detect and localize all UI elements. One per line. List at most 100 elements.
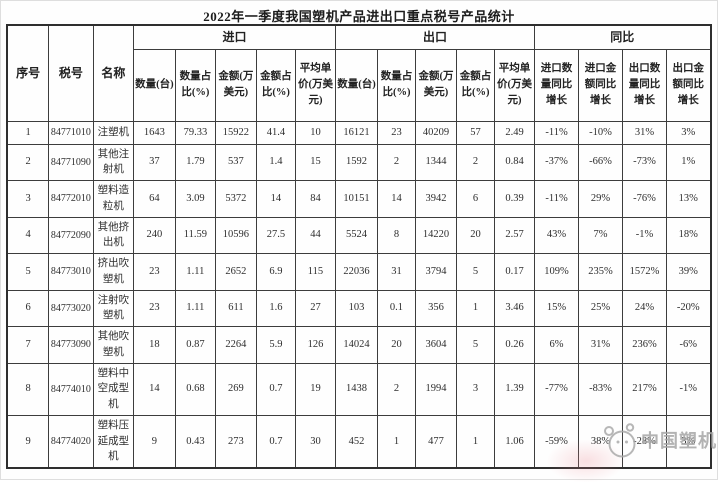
- table-cell: 25%: [578, 289, 624, 328]
- table-cell: 1438: [334, 362, 378, 416]
- table-cell: 5: [455, 253, 495, 291]
- table-cell: 20: [376, 326, 416, 364]
- table-cell: 塑料造粒机: [92, 180, 134, 218]
- table-cell: 0.68: [174, 362, 216, 416]
- table-cell: -20%: [666, 289, 712, 328]
- table-cell: 5524: [334, 216, 378, 255]
- table-cell: 39%: [666, 253, 712, 291]
- table-cell: 2652: [214, 253, 257, 291]
- table-cell: 31%: [622, 120, 668, 145]
- table-cell: -1%: [666, 362, 712, 416]
- table-cell: 356: [414, 289, 457, 328]
- table-cell: 14: [376, 180, 416, 218]
- table-cell: 1592: [334, 143, 378, 182]
- table-cell: 84773010: [47, 253, 94, 291]
- table-cell: 2.57: [493, 216, 536, 255]
- table-cell: 611: [214, 289, 257, 328]
- table-cell: 15922: [214, 120, 257, 145]
- table-cell: 15: [294, 143, 336, 182]
- table-cell: 14024: [334, 326, 378, 364]
- table-row: 6 84773020 注射吹塑机 23 1.11 611 1.6 27 103 0.1 356 1 3.…: [6, 289, 712, 328]
- header-export-qty: 数量(台): [334, 48, 378, 122]
- table-cell: -1%: [622, 216, 668, 255]
- header-name: 名称: [92, 24, 134, 122]
- table-cell: -28%: [622, 414, 668, 469]
- table-cell: 29%: [578, 180, 624, 218]
- table-cell: 23: [132, 289, 176, 328]
- table-cell: 44: [294, 216, 336, 255]
- table-cell: 11.59: [174, 216, 216, 255]
- table-cell: 其他挤出机: [92, 216, 134, 255]
- table-cell: 塑料中空成型机: [92, 362, 134, 416]
- table-cell: -76%: [622, 180, 668, 218]
- table-row: 1 84771010 注塑机 1643 79.33 15922 41.4 10 16121 23 4…: [6, 120, 712, 145]
- table-cell: 塑料压延成型机: [92, 414, 134, 469]
- header-import-qty-share: 数量占比(%): [174, 48, 216, 122]
- table-cell: 2: [6, 143, 49, 182]
- table-cell: 挤出吹塑机: [92, 253, 134, 291]
- table-header: 序号 税号 名称 进口 出口 同比 数量(台) 数量占比(%) 金额(万美元) …: [6, 24, 712, 122]
- table-cell: -77%: [534, 362, 580, 416]
- table-cell: 477: [414, 414, 457, 469]
- table-cell: 16121: [334, 120, 378, 145]
- table-cell: 0.7: [255, 414, 296, 469]
- table-cell: 5: [455, 326, 495, 364]
- table-cell: 84774020: [47, 414, 94, 469]
- table-cell: 10151: [334, 180, 378, 218]
- header-export-qty-share: 数量占比(%): [376, 48, 416, 122]
- table-header-metric-row: 数量(台) 数量占比(%) 金额(万美元) 金额占比(%) 平均单价(万美元) …: [7, 48, 712, 122]
- table-cell: 84774010: [47, 362, 94, 416]
- table-cell: 273: [214, 414, 257, 469]
- header-yoy-import-amount: 进口金额同比增长: [578, 48, 624, 122]
- table-cell: 0.17: [493, 253, 536, 291]
- table-cell: 8: [376, 216, 416, 255]
- table-cell: 109%: [534, 253, 580, 291]
- table-cell: 57: [455, 120, 495, 145]
- table-cell: 0.7: [255, 362, 296, 416]
- table-row: 8 84774010 塑料中空成型机 14 0.68 269 0.7 19 1438 2 1994 3…: [6, 362, 712, 416]
- header-group-import: 进口: [132, 24, 336, 50]
- table-cell: 84772090: [47, 216, 94, 255]
- table-cell: 64: [132, 180, 176, 218]
- table-cell: 537: [214, 143, 257, 182]
- table-cell: 6: [6, 289, 49, 328]
- table-cell: 38%: [578, 414, 624, 469]
- table-cell: 22036: [334, 253, 378, 291]
- table-cell: 注塑机: [92, 120, 134, 145]
- table-header-group-row: 序号 税号 名称 进口 出口 同比: [6, 24, 712, 122]
- header-import-amount-share: 金额占比(%): [255, 48, 296, 122]
- table-cell: 3942: [414, 180, 457, 218]
- table-cell: 1.39: [493, 362, 536, 416]
- table-cell: 217%: [622, 362, 668, 416]
- header-import-qty: 数量(台): [132, 48, 176, 122]
- table-cell: 0.84: [493, 143, 536, 182]
- table-cell: 1994: [414, 362, 457, 416]
- table-cell: 23: [376, 120, 416, 145]
- table-cell: -6%: [666, 326, 712, 364]
- page-title: 2022年一季度我国塑机产品进出口重点税号产品统计: [203, 9, 515, 24]
- table-cell: 15%: [534, 289, 580, 328]
- table-cell: 19: [294, 362, 336, 416]
- table-cell: 2.49: [493, 120, 536, 145]
- table-cell: 0.87: [174, 326, 216, 364]
- table-cell: 14: [132, 362, 176, 416]
- table-cell: 37: [132, 143, 176, 182]
- table-cell: 79.33: [174, 120, 216, 145]
- table-cell: 3: [6, 180, 49, 218]
- table-cell: 84: [294, 180, 336, 218]
- table-cell: 5: [6, 253, 49, 291]
- table-cell: 240: [132, 216, 176, 255]
- table-cell: 其他吹塑机: [92, 326, 134, 364]
- table-cell: 1%: [666, 143, 712, 182]
- table-cell: 2: [376, 143, 416, 182]
- table-cell: 0.39: [493, 180, 536, 218]
- header-yoy-import-qty: 进口数量同比增长: [534, 48, 580, 122]
- table-cell: 1: [6, 120, 49, 145]
- table-cell: 31: [376, 253, 416, 291]
- table-cell: 84771090: [47, 143, 94, 182]
- header-group-yoy: 同比: [534, 24, 712, 50]
- table-cell: 41.4: [255, 120, 296, 145]
- table-cell: 1.6: [255, 289, 296, 328]
- table-cell: -83%: [578, 362, 624, 416]
